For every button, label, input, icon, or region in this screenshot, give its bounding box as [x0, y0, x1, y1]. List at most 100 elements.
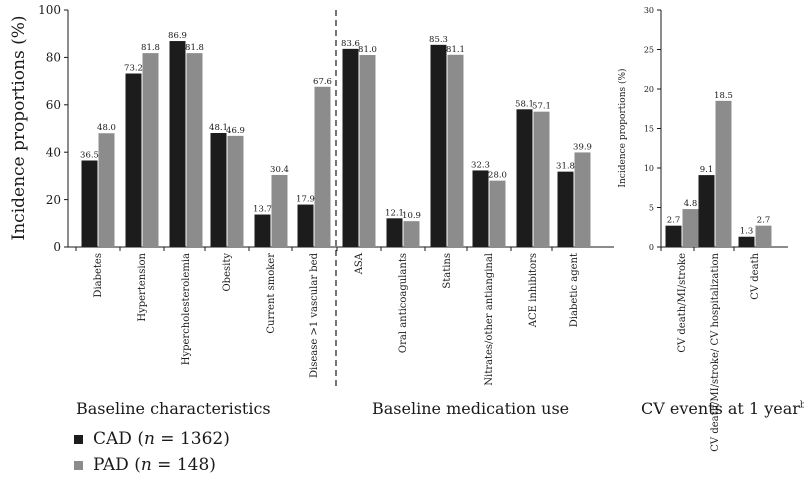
bar-pad-2	[447, 54, 464, 247]
events-y-axis-label: Incidence proportions (%)	[617, 68, 628, 187]
bar-cad-5	[557, 171, 574, 247]
category-label: Disease >1 vascular bed	[309, 252, 320, 378]
bar-cad-0	[665, 225, 682, 247]
category-label: Hypertension	[137, 252, 148, 321]
events-y-tick-label: 20	[644, 85, 654, 94]
category-label: Hypercholesterolemia	[181, 253, 192, 365]
category-label: CV death	[750, 252, 761, 299]
bar-pad-0	[359, 55, 376, 247]
main-y-tick-label: 0	[53, 240, 61, 254]
events-y-tick-label: 5	[649, 203, 654, 212]
events-y-tick-label: 30	[644, 6, 654, 15]
data-label: 1.3	[740, 227, 754, 237]
events-y-tick-label: 0	[649, 243, 654, 252]
data-label: 9.1	[700, 165, 714, 175]
section-label-cv-events: CV events at 1 yearb	[641, 399, 804, 418]
category-label: Diabetes	[93, 253, 104, 298]
bar-cad-0	[81, 160, 98, 247]
events-y-tick-label: 25	[644, 45, 654, 54]
bar-cad-4	[254, 214, 271, 247]
data-label: 85.3	[429, 35, 448, 45]
category-label: ASA	[354, 252, 365, 275]
bar-cad-3	[472, 170, 489, 247]
category-label: Current smoker	[266, 253, 277, 334]
data-label: 81.1	[446, 45, 465, 55]
data-label: 2.7	[667, 216, 681, 226]
data-label: 46.9	[226, 126, 245, 136]
category-label: CV death/MI/stroke	[677, 253, 688, 353]
main-y-tick-label: 20	[46, 193, 61, 207]
data-label: 86.9	[168, 31, 187, 41]
data-label: 36.5	[80, 150, 99, 160]
bar-cad-2	[430, 44, 447, 247]
section-label-baseline-medication: Baseline medication use	[372, 399, 570, 418]
main-y-tick-label: 40	[46, 145, 61, 159]
bar-cad-2	[738, 236, 755, 247]
bar-pad-5	[574, 152, 591, 247]
data-label: 81.0	[358, 45, 377, 55]
category-label: Obesity	[222, 253, 233, 292]
category-label: Nitrates/other antianginal	[484, 253, 495, 386]
data-label: 39.9	[573, 142, 592, 152]
footnote-marker: b	[799, 400, 804, 411]
data-label: 30.4	[270, 165, 289, 175]
bar-cad-1	[698, 175, 715, 247]
data-label: 12.1	[385, 208, 404, 218]
legend-cad-label: CAD (n = 1362)	[93, 429, 230, 449]
bar-cad-5	[297, 204, 314, 247]
bar-cad-2	[169, 41, 186, 248]
category-label: Oral anticoagulants	[398, 253, 409, 353]
data-label: 48.0	[97, 123, 116, 133]
data-label: 4.8	[684, 199, 698, 209]
bar-pad-0	[98, 133, 115, 247]
legend-pad: PAD (n = 148)	[74, 455, 216, 475]
bar-pad-3	[489, 180, 506, 247]
bar-pad-5	[314, 86, 331, 248]
data-label: 81.8	[141, 43, 160, 53]
events-y-tick-label: 10	[644, 164, 654, 173]
bar-pad-2	[186, 53, 203, 247]
bar-cad-1	[386, 218, 403, 247]
main-y-tick-label: 60	[46, 98, 61, 112]
legend-cad-swatch	[74, 434, 83, 444]
main-y-tick-label: 80	[46, 51, 61, 65]
data-label: 28.0	[488, 171, 507, 181]
data-label: 31.8	[556, 162, 575, 172]
bar-cad-4	[516, 109, 533, 247]
data-label: 57.1	[532, 102, 551, 112]
legend-pad-swatch	[74, 460, 83, 470]
data-label: 2.7	[757, 216, 771, 226]
data-label: 10.9	[402, 211, 421, 221]
bar-cad-1	[125, 73, 142, 248]
data-label: 81.8	[185, 43, 204, 53]
bar-pad-3	[227, 135, 244, 247]
data-label: 13.7	[253, 205, 272, 215]
data-label: 32.3	[471, 160, 490, 170]
category-label: ACE inhibitors	[528, 253, 539, 328]
legend-cad: CAD (n = 1362)	[74, 429, 230, 449]
bar-pad-1	[403, 221, 420, 247]
events-y-tick-label: 15	[644, 124, 654, 133]
data-label: 83.6	[341, 39, 360, 49]
bar-pad-4	[271, 174, 288, 247]
bar-cad-0	[342, 48, 359, 248]
data-label: 58.1	[515, 99, 534, 109]
section-label-baseline-characteristics: Baseline characteristics	[76, 399, 271, 418]
bar-pad-1	[715, 100, 732, 247]
bar-pad-2	[755, 225, 772, 247]
bar-pad-4	[533, 111, 550, 247]
data-label: 48.1	[209, 123, 228, 133]
data-label: 18.5	[714, 91, 733, 101]
y-axis-label: Incidence proportions (%)	[9, 16, 29, 241]
category-label: CV death/MI/stroke/ CV hospitalization	[710, 252, 721, 451]
data-label: 17.9	[296, 195, 315, 205]
category-label: Statins	[442, 253, 453, 289]
main-y-tick-label: 100	[38, 3, 61, 17]
bar-pad-0	[682, 209, 699, 247]
bar-pad-1	[142, 53, 159, 247]
legend-pad-label: PAD (n = 148)	[93, 455, 216, 475]
data-label: 67.6	[313, 77, 332, 87]
data-label: 73.2	[124, 64, 143, 74]
bar-cad-3	[210, 133, 227, 247]
